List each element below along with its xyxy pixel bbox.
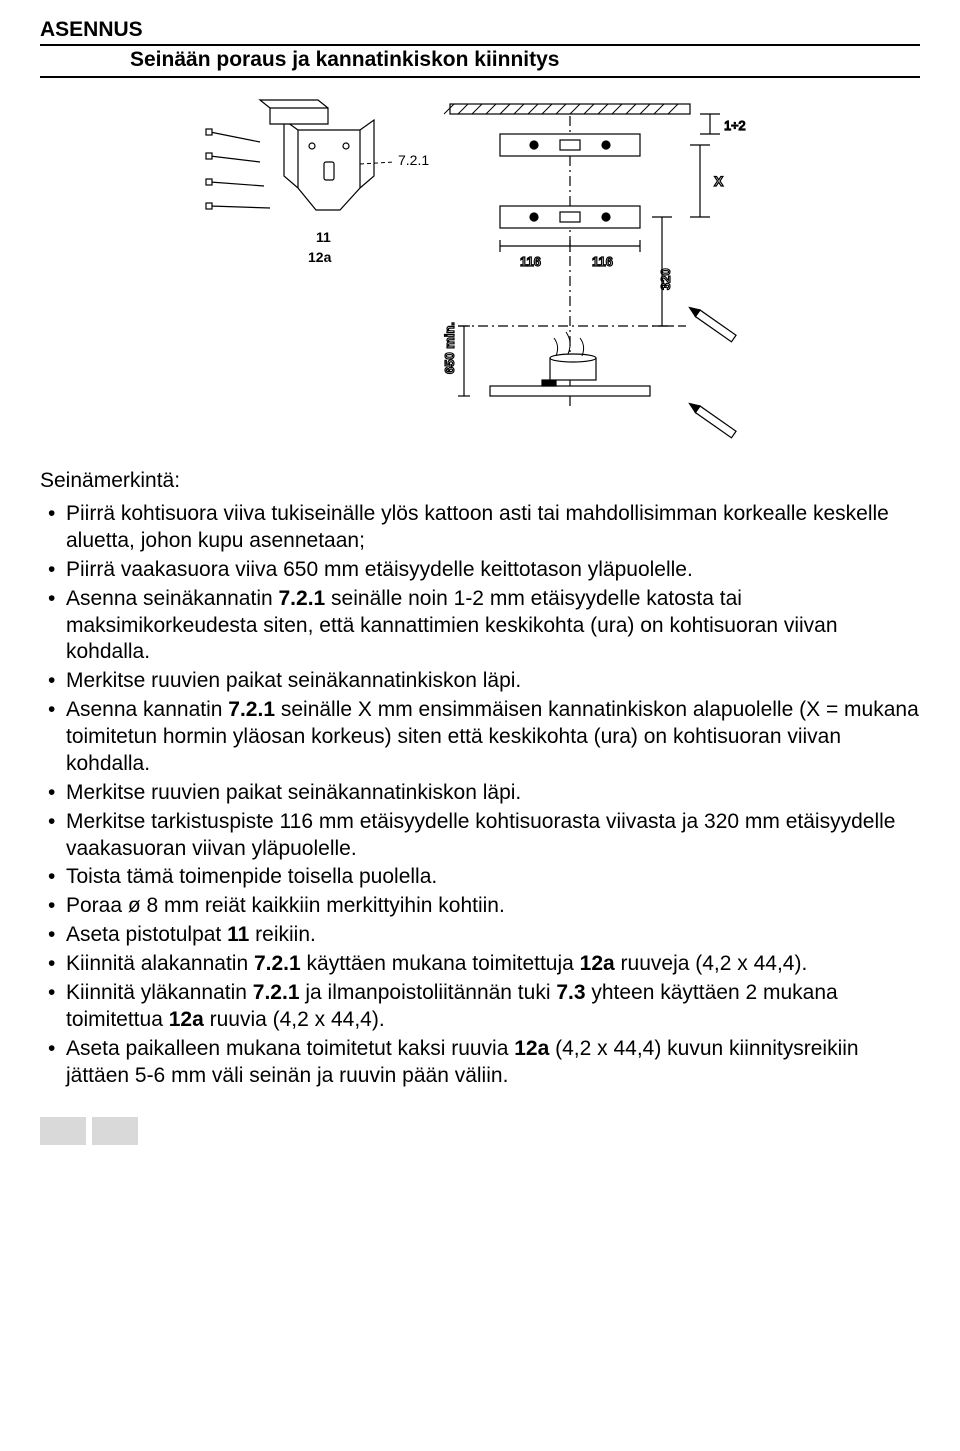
footer-page-bars: [40, 1117, 920, 1145]
list-item: Aseta pistotulpat 11 reikiin.: [44, 922, 920, 949]
list-heading: Seinämerkintä:: [40, 469, 920, 493]
list-item: Merkitse ruuvien paikat seinäkannatinkis…: [44, 780, 920, 807]
list-item: Asenna kannatin 7.2.1 seinälle X mm ensi…: [44, 697, 920, 778]
list-item: Aseta paikalleen mukana toimitetut kaksi…: [44, 1036, 920, 1090]
list-item: Poraa ø 8 mm reiät kaikkiin merkittyihin…: [44, 893, 920, 920]
page-container: ASENNUS Seinään poraus ja kannatinkiskon…: [20, 0, 940, 1185]
list-item: Merkitse ruuvien paikat seinäkannatinkis…: [44, 668, 920, 695]
list-item: Piirrä vaakasuora viiva 650 mm etäisyyde…: [44, 557, 920, 584]
list-item: Asenna seinäkannatin 7.2.1 seinälle noin…: [44, 586, 920, 667]
diagram-svg: 7.2.1 11 12a: [200, 90, 760, 450]
label-11: 11: [316, 229, 331, 245]
list-item: Merkitse tarkistuspiste 116 mm etäisyyde…: [44, 809, 920, 863]
installation-diagram: 7.2.1 11 12a: [40, 90, 920, 455]
list-item: Toista tämä toimenpide toisella puolella…: [44, 864, 920, 891]
instruction-list: Piirrä kohtisuora viiva tukiseinälle ylö…: [40, 501, 920, 1089]
label-650min: 650 min.: [442, 322, 457, 374]
footer-bar: [40, 1117, 86, 1145]
label-116a: 116: [520, 254, 541, 269]
label-320: 320: [658, 268, 673, 290]
label-12a: 12a: [308, 249, 332, 265]
list-item: Piirrä kohtisuora viiva tukiseinälle ylö…: [44, 501, 920, 555]
sub-title-wrap: Seinään poraus ja kannatinkiskon kiinnit…: [40, 48, 920, 78]
list-item: Kiinnitä yläkannatin 7.2.1 ja ilmanpoist…: [44, 980, 920, 1034]
sub-title: Seinään poraus ja kannatinkiskon kiinnit…: [130, 48, 920, 72]
section-title: ASENNUS: [40, 18, 920, 46]
label-116b: 116: [592, 254, 613, 269]
footer-bar: [92, 1117, 138, 1145]
label-1-2: 1÷2: [724, 118, 746, 133]
label-x: X: [714, 173, 724, 189]
list-item: Kiinnitä alakannatin 7.2.1 käyttäen muka…: [44, 951, 920, 978]
label-7-2-1: 7.2.1: [398, 152, 429, 168]
